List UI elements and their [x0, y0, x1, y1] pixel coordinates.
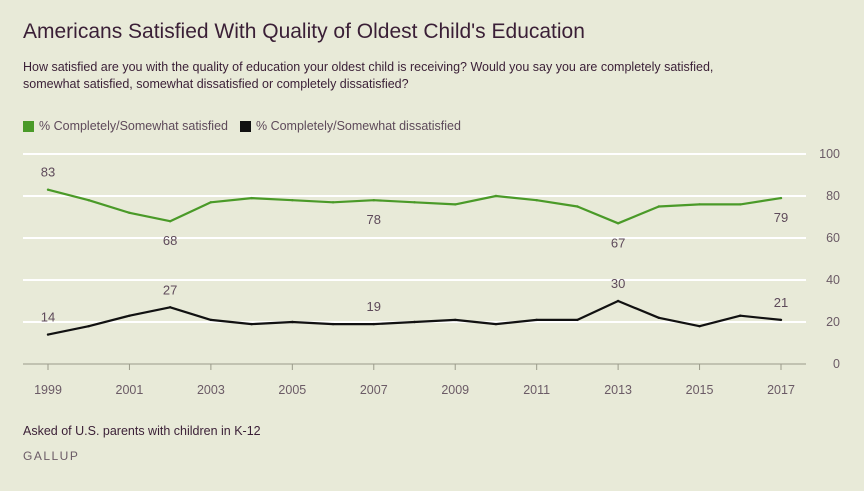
- data-point-satisfied: [779, 196, 783, 200]
- y-tick-label: 0: [833, 357, 840, 371]
- data-point-dissatisfied: [739, 314, 742, 317]
- data-point-satisfied: [372, 199, 375, 202]
- data-point-dissatisfied: [168, 306, 172, 309]
- data-point-satisfied: [494, 194, 498, 198]
- data-point-satisfied: [87, 199, 90, 202]
- legend-item-satisfied: % Completely/Somewhat satisfied: [23, 119, 228, 133]
- x-tick-label: 2001: [116, 383, 144, 397]
- data-point-satisfied: [250, 196, 253, 200]
- data-point-dissatisfied: [209, 318, 213, 322]
- data-point-dissatisfied: [372, 322, 375, 326]
- data-point-satisfied: [698, 203, 701, 206]
- data-point-satisfied: [616, 222, 620, 225]
- chart-title: Americans Satisfied With Quality of Olde…: [23, 20, 585, 43]
- data-label-satisfied: 68: [163, 233, 177, 248]
- data-point-satisfied: [413, 201, 416, 204]
- footnote: Asked of U.S. parents with children in K…: [23, 424, 261, 438]
- x-tick-label: 1999: [34, 383, 62, 397]
- y-tick-label: 80: [826, 189, 840, 203]
- legend-label-dissatisfied: % Completely/Somewhat dissatisfied: [255, 119, 461, 133]
- data-point-dissatisfied: [331, 322, 335, 326]
- data-point-dissatisfied: [87, 325, 90, 328]
- data-point-dissatisfied: [46, 333, 50, 336]
- data-point-satisfied: [535, 199, 538, 202]
- data-point-dissatisfied: [576, 318, 579, 322]
- x-tick-label: 2017: [767, 383, 795, 397]
- data-label-dissatisfied: 21: [774, 295, 788, 310]
- x-tick-label: 2003: [197, 383, 225, 397]
- legend-swatch-dissatisfied: [239, 120, 251, 132]
- data-point-dissatisfied: [779, 318, 783, 322]
- data-point-dissatisfied: [616, 299, 620, 303]
- data-point-satisfied: [209, 201, 213, 204]
- data-point-satisfied: [576, 205, 579, 208]
- data-point-satisfied: [46, 188, 50, 191]
- chart-subtitle: How satisfied are you with the quality o…: [23, 60, 714, 91]
- data-point-dissatisfied: [291, 320, 294, 324]
- y-tick-label: 100: [819, 147, 840, 161]
- x-tick-label: 2009: [441, 383, 469, 397]
- data-label-dissatisfied: 14: [41, 310, 55, 325]
- data-label-dissatisfied: 30: [611, 276, 625, 291]
- data-point-dissatisfied: [413, 320, 416, 324]
- data-label-dissatisfied: 19: [367, 299, 381, 314]
- data-point-dissatisfied: [128, 314, 131, 317]
- legend: % Completely/Somewhat satisfied % Comple…: [23, 119, 473, 133]
- legend-item-dissatisfied: % Completely/Somewhat dissatisfied: [239, 119, 461, 133]
- data-point-dissatisfied: [454, 318, 457, 322]
- data-point-satisfied: [168, 220, 172, 223]
- x-tick-label: 2005: [278, 383, 306, 397]
- data-point-satisfied: [128, 211, 131, 214]
- data-point-dissatisfied: [657, 316, 661, 319]
- y-tick-label: 60: [826, 231, 840, 245]
- legend-label-satisfied: % Completely/Somewhat satisfied: [39, 119, 228, 133]
- data-label-satisfied: 83: [41, 165, 55, 180]
- legend-swatch-satisfied: [23, 120, 34, 132]
- y-tick-label: 40: [826, 273, 840, 287]
- gallup-brand: GALLUP: [23, 449, 80, 463]
- data-point-dissatisfied: [698, 325, 701, 328]
- data-point-satisfied: [657, 205, 661, 208]
- data-point-dissatisfied: [494, 322, 498, 326]
- data-point-satisfied: [291, 199, 294, 202]
- data-label-dissatisfied: 27: [163, 282, 177, 297]
- x-tick-label: 2011: [523, 383, 550, 397]
- data-point-dissatisfied: [250, 322, 253, 326]
- data-point-satisfied: [331, 201, 335, 204]
- data-label-satisfied: 79: [774, 210, 788, 225]
- series-line-satisfied: [47, 188, 782, 225]
- data-label-satisfied: 67: [611, 235, 625, 250]
- data-point-satisfied: [739, 203, 742, 206]
- x-tick-label: 2013: [604, 383, 632, 397]
- data-label-satisfied: 78: [367, 212, 381, 227]
- data-point-satisfied: [454, 203, 457, 206]
- x-tick-label: 2015: [686, 383, 714, 397]
- series-line-dissatisfied: [47, 299, 782, 336]
- y-tick-label: 20: [826, 315, 840, 329]
- x-tick-label: 2007: [360, 383, 388, 397]
- data-point-dissatisfied: [535, 318, 538, 322]
